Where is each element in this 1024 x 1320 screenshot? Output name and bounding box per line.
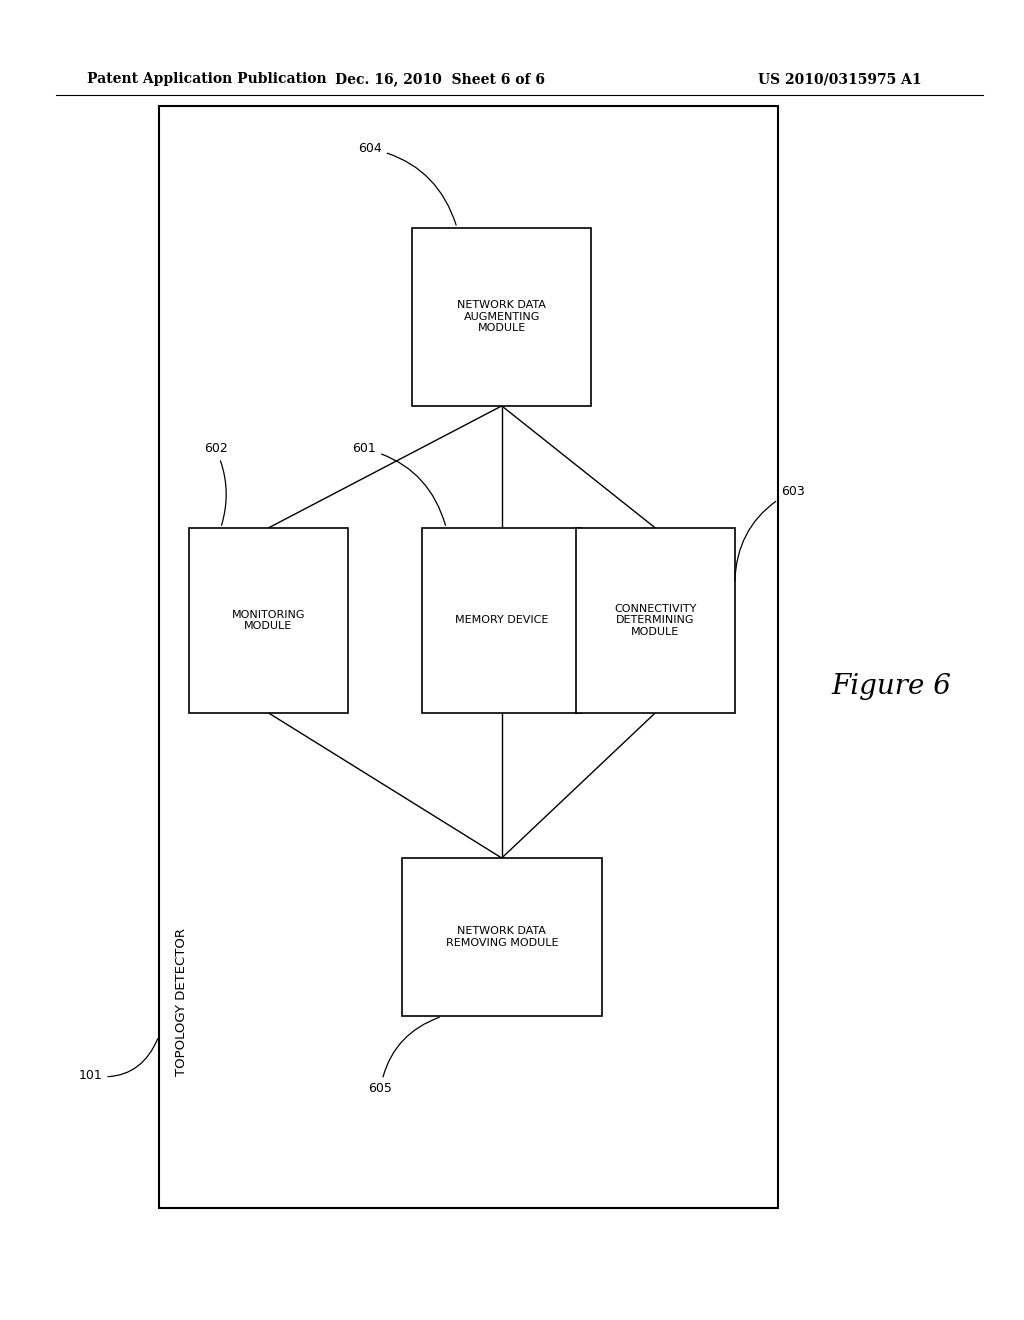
Text: 603: 603	[735, 484, 805, 581]
Text: Figure 6: Figure 6	[830, 673, 951, 700]
Text: 604: 604	[358, 143, 456, 224]
Text: 605: 605	[369, 1018, 439, 1096]
Bar	[401, 858, 601, 1016]
Text: NETWORK DATA
AUGMENTING
MODULE: NETWORK DATA AUGMENTING MODULE	[458, 300, 546, 334]
Text: NETWORK DATA
REMOVING MODULE: NETWORK DATA REMOVING MODULE	[445, 927, 558, 948]
Text: MONITORING
MODULE: MONITORING MODULE	[231, 610, 305, 631]
Text: TOPOLOGY DETECTOR: TOPOLOGY DETECTOR	[175, 928, 187, 1076]
Text: US 2010/0315975 A1: US 2010/0315975 A1	[758, 73, 922, 86]
Text: Patent Application Publication: Patent Application Publication	[87, 73, 327, 86]
Text: 601: 601	[352, 442, 445, 525]
Text: 602: 602	[204, 442, 227, 525]
Bar	[412, 227, 591, 407]
Bar	[188, 528, 348, 713]
Bar	[422, 528, 582, 713]
Text: 101: 101	[79, 1039, 158, 1082]
Text: MEMORY DEVICE: MEMORY DEVICE	[455, 615, 549, 626]
Bar	[575, 528, 735, 713]
Bar	[159, 106, 778, 1208]
Text: Dec. 16, 2010  Sheet 6 of 6: Dec. 16, 2010 Sheet 6 of 6	[335, 73, 546, 86]
Text: CONNECTIVITY
DETERMINING
MODULE: CONNECTIVITY DETERMINING MODULE	[614, 603, 696, 638]
